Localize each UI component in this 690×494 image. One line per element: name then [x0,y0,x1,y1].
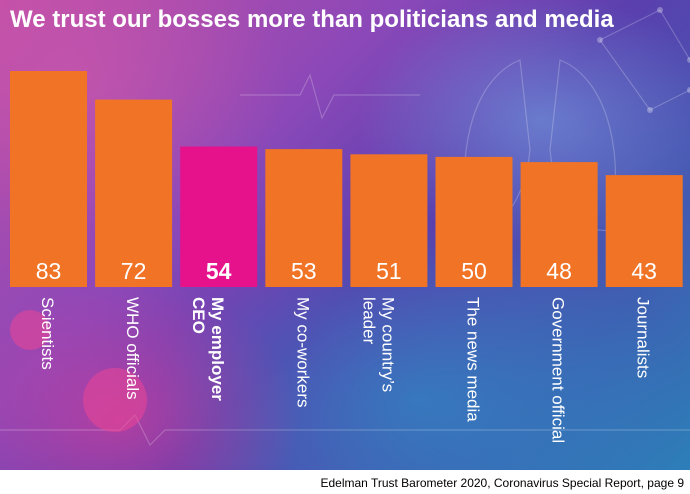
bar-0 [10,71,87,287]
background-decoration [10,310,147,432]
category-label-6: Government official [549,297,568,443]
category-label-line: My employer [208,297,227,401]
category-label-line: My country’s [378,297,397,392]
category-label-0: Scientists [38,297,57,370]
value-label-4: 51 [376,258,402,284]
category-label-7: Journalists [634,297,653,378]
bar-7 [605,175,683,287]
bar-4 [350,154,428,287]
category-label-line: My co-workers [293,297,312,408]
bar-2 [180,146,258,287]
bar-chart: 83 Scientists 72 WHO officials 54 My employer… [10,71,683,443]
value-label-5: 50 [461,258,487,284]
bar-3 [265,149,343,287]
category-label-line: The news media [464,297,483,422]
value-label-2: 54 [206,258,232,284]
bar-6 [520,162,598,287]
category-label-line: Government official [549,297,568,443]
value-label-1: 72 [121,258,147,284]
value-label-7: 43 [631,258,657,284]
category-label-line: WHO officials [123,297,142,400]
source-note: Edelman Trust Barometer 2020, Coronaviru… [320,476,684,490]
category-label-3: My co-workers [293,297,312,408]
chart-title: We trust our bosses more than politician… [10,6,614,33]
category-label-line: leader [359,297,378,345]
category-label-line: Journalists [634,297,653,378]
category-label-5: The news media [464,297,483,422]
category-label-line: Scientists [38,297,57,370]
category-label-line: CEO [189,297,208,334]
value-label-6: 48 [546,258,572,284]
value-label-3: 53 [291,258,317,284]
value-label-0: 83 [36,258,62,284]
bar-1 [95,99,173,287]
category-label-1: WHO officials [123,297,142,400]
bar-5 [435,156,513,287]
